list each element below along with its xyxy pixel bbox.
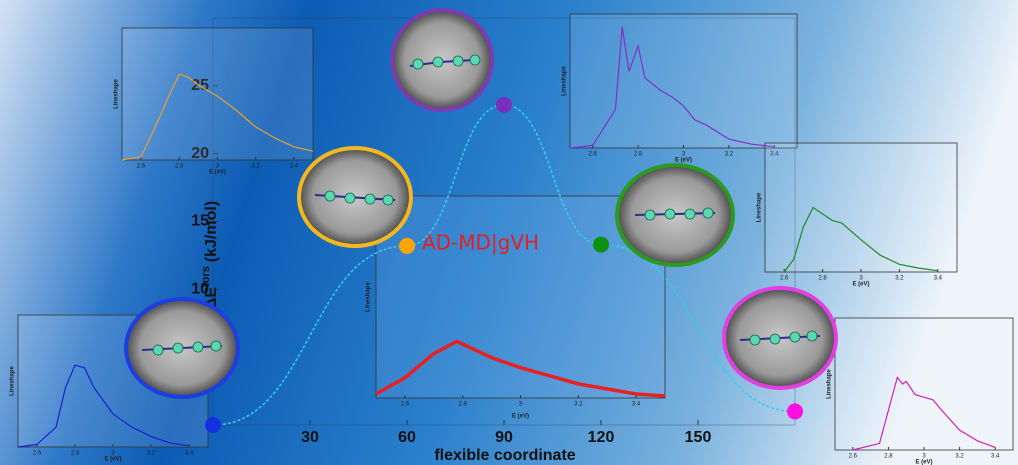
conformer-point <box>787 403 803 420</box>
inset-y-label: Lineshape <box>827 369 833 399</box>
inset-x-tick-label: 3 <box>216 164 220 170</box>
lineshape-curve <box>852 376 996 451</box>
x-tick-label: 30 <box>301 429 319 446</box>
inset-x-tick-label: 3.2 <box>955 454 964 460</box>
lineshape-curve <box>17 364 190 448</box>
inset-x-tick-label: 3.2 <box>895 276 904 282</box>
x-tick-label: 60 <box>398 429 416 446</box>
molecule-images <box>124 8 838 399</box>
inset-x-label: E (eV) <box>915 460 932 465</box>
y-axis-label-superscript: tors <box>200 266 212 287</box>
inset-x-label: E (eV) <box>852 282 869 288</box>
inset-annotation: AD-MD|gVH <box>422 231 539 255</box>
y-tick-label: 20 <box>191 145 209 162</box>
inset-x-tick-label: 2.6 <box>137 164 146 170</box>
inset-x-tick-label: 3.4 <box>770 152 779 158</box>
inset-x-tick-label: 3 <box>859 276 863 282</box>
inset-x-tick-label: 3.4 <box>934 276 943 282</box>
lineshape-curve <box>783 206 938 273</box>
inset-x-tick-label: 2.8 <box>71 451 80 457</box>
inset-x-tick-label: 2.6 <box>33 451 42 457</box>
inset-frame <box>375 195 666 399</box>
inset-x-tick-label: 2.6 <box>849 454 858 460</box>
inset-frame <box>834 317 1014 451</box>
inset-x-tick-label: 2.8 <box>884 454 893 460</box>
inset-x-tick-label: 2.6 <box>780 276 789 282</box>
x-tick-label: 90 <box>495 429 513 446</box>
x-tick-label: 150 <box>685 429 712 446</box>
inset-x-tick-label: 2.8 <box>459 402 468 408</box>
inset-x-label: E (eV) <box>675 158 692 164</box>
inset-y-label: Lineshape <box>366 282 372 312</box>
inset-y-label: Lineshape <box>114 79 120 109</box>
molecule-atoms <box>152 54 818 356</box>
y-tick-label: 15 <box>191 213 209 230</box>
inset-x-tick-label: 3 <box>111 451 115 457</box>
inset-x-tick-label: 3.2 <box>252 164 261 170</box>
inset-frame <box>121 27 314 161</box>
inset-x-tick-label: 3.4 <box>185 451 194 457</box>
inset-y-label: Lineshape <box>10 366 16 396</box>
conformer-point <box>496 96 512 113</box>
inset-x-tick-label: 3 <box>922 454 926 460</box>
inset-frame <box>569 13 798 149</box>
y-axis-label-unit: (kJ/mol) <box>203 201 220 262</box>
inset-x-tick-label: 3.2 <box>574 402 583 408</box>
inset-y-label: Lineshape <box>757 192 763 222</box>
inset-x-tick-label: 3.2 <box>147 451 156 457</box>
inset-x-tick-label: 3.2 <box>725 152 734 158</box>
inset-x-tick-label: 3.4 <box>632 402 641 408</box>
inset-x-label: E (eV) <box>512 414 529 420</box>
inset-x-tick-label: 3.4 <box>290 164 299 170</box>
conformer-point <box>205 417 221 433</box>
conformer-point <box>399 237 415 254</box>
inset-x-label: E (eV) <box>209 170 226 176</box>
y-tick-label: 10 <box>191 281 209 298</box>
lineshape-curve <box>375 339 666 398</box>
inset-frame <box>764 142 958 273</box>
x-axis-label: flexible coordinate <box>434 447 575 464</box>
conformer-point <box>593 236 609 253</box>
inset-y-label: Lineshape <box>562 66 568 96</box>
inset-x-tick-label: 2.8 <box>634 152 643 158</box>
inset-x-tick-label: 3 <box>519 402 523 408</box>
x-tick-label: 120 <box>588 429 615 446</box>
inset-x-tick-label: 2.6 <box>589 152 598 158</box>
inset-x-tick-label: 2.8 <box>175 164 184 170</box>
energy-curve <box>212 104 796 426</box>
inset-x-tick-label: 3 <box>682 152 686 158</box>
inset-x-tick-label: 3.4 <box>991 454 1000 460</box>
inset-x-tick-label: 2.8 <box>818 276 827 282</box>
lineshape-curve <box>121 73 314 161</box>
lineshape-curve <box>569 26 775 149</box>
inset-x-label: E (eV) <box>104 457 121 463</box>
inset-x-tick-label: 2.6 <box>401 402 410 408</box>
